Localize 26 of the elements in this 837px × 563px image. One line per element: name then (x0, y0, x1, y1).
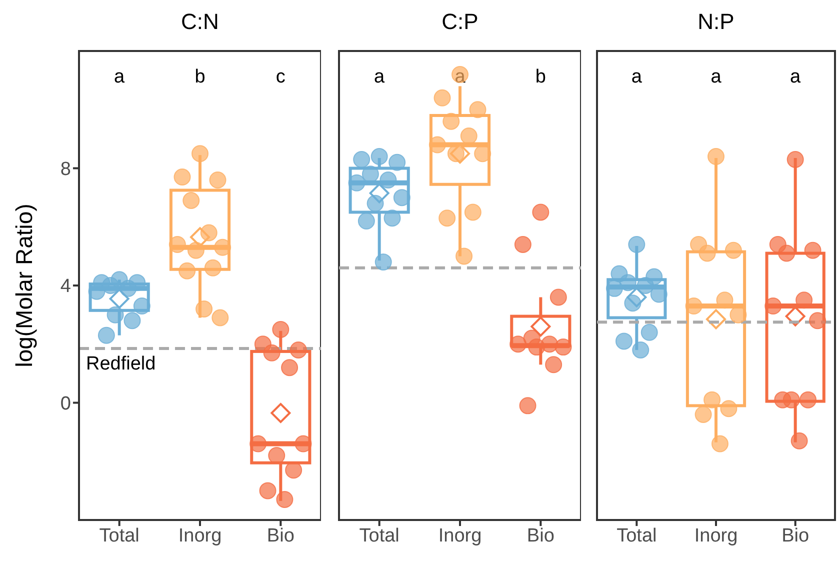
y-tick-label: 0 (60, 393, 71, 414)
x-tick-label: Total (99, 525, 140, 546)
annotation: c (276, 66, 286, 88)
x-tick-label: Bio (526, 525, 554, 546)
x-tick-label: Bio (266, 525, 294, 546)
annotation: a (374, 66, 386, 88)
x-tick-label: Inorg (438, 525, 482, 546)
annotation: a (710, 66, 722, 88)
annotation: a (114, 66, 126, 88)
ref-line-label: Redfield (86, 354, 156, 375)
x-tick-label: Bio (782, 525, 810, 546)
annotation: b (535, 66, 546, 88)
x-tick-label: Inorg (694, 525, 738, 546)
x-tick-label: Inorg (178, 525, 222, 546)
annotation: b (194, 66, 206, 88)
chart-title: N:P (696, 8, 736, 36)
chart-title: C:N (180, 8, 220, 36)
y-tick-label: 8 (60, 158, 71, 180)
annotation: a (631, 66, 642, 88)
annotation: a (790, 66, 802, 88)
x-tick-label: Total (616, 525, 657, 546)
x-tick-label: Total (359, 525, 400, 546)
y-tick-label: 4 (60, 276, 72, 298)
y-axis-title: log(Molar Ratio) (11, 204, 37, 368)
annotation: a (454, 66, 466, 88)
chart-title: C:P (440, 8, 480, 36)
